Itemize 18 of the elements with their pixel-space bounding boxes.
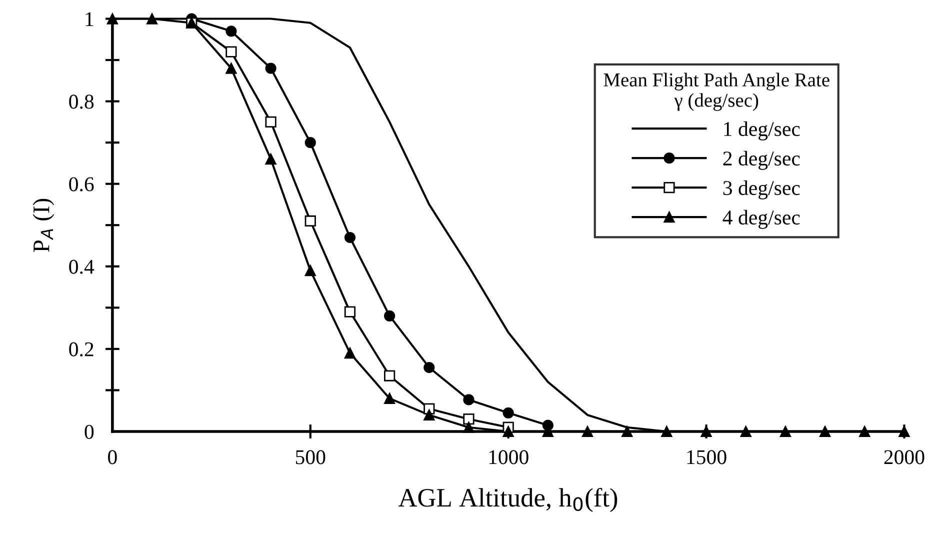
legend-label: 2 deg/sec [723, 150, 800, 170]
x-tick-label: 500 [296, 450, 326, 464]
y-tick-label: 0 [84, 424, 94, 439]
y-tick-label: 0.4 [69, 260, 94, 274]
x-tick-label: 2000 [884, 450, 924, 464]
x-tick-label: 1000 [489, 450, 528, 464]
y-tick-label: 0.8 [69, 94, 94, 109]
x-tick-label: 0 [108, 450, 117, 464]
y-tick-label: 0.6 [69, 177, 94, 192]
y-tick-label: 1 [86, 12, 94, 26]
y-tick-label: 0.2 [69, 342, 94, 356]
legend-label: 3 deg/sec [723, 180, 800, 200]
legend-label: 1 deg/sec [724, 121, 800, 140]
x-tick-label: 1500 [687, 450, 726, 464]
legend-title: Mean Flight Path Angle Rate γ (deg/sec) [604, 72, 830, 111]
x-axis-title: AGL Altitude, h$_{0}$(ft) [398, 488, 618, 512]
legend-label: 4 deg/sec [722, 210, 800, 229]
y-axis-title: P$_{A}$ (I) [32, 198, 54, 252]
